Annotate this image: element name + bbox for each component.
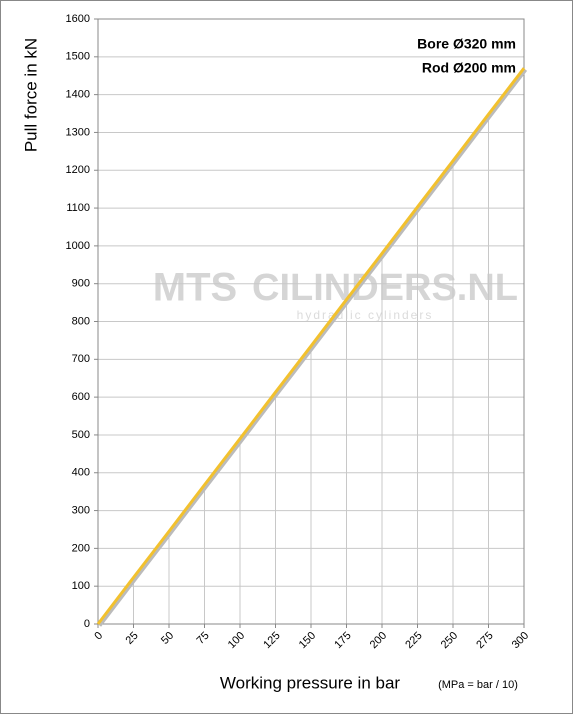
- watermark-tagline: hydraulic cylinders: [297, 308, 434, 322]
- y-tick-label: 0: [84, 618, 90, 630]
- y-tick-label: 700: [72, 353, 90, 365]
- line: [96, 67, 526, 625]
- y-tick-label: 1000: [66, 240, 90, 252]
- y-tick-label: 500: [72, 429, 90, 441]
- line-shadow: [97, 68, 528, 627]
- watermark-site: CILINDERS.NL: [252, 267, 518, 309]
- plot-area: [97, 18, 525, 625]
- y-tick-label: 1200: [66, 164, 90, 176]
- y-tick-label: 300: [72, 504, 90, 516]
- watermark: MTS CILINDERS.NL hydraulic cylinders: [153, 266, 518, 323]
- y-tick-label: 800: [72, 315, 90, 327]
- y-tick-label: 900: [72, 278, 90, 290]
- y-tick-label: 1100: [66, 202, 90, 214]
- y-tick-label: 200: [72, 542, 90, 554]
- x-axis-note: (MPa = bar / 10): [438, 679, 518, 691]
- y-tick-label: 1400: [66, 89, 90, 101]
- watermark-brand: MTS: [153, 266, 237, 310]
- x-axis-title: Working pressure in bar: [220, 673, 400, 692]
- y-tick-label: 1300: [66, 126, 90, 138]
- y-tick-label: 600: [72, 391, 90, 403]
- annotation: Bore Ø320 mm: [417, 36, 516, 52]
- annotation: Rod Ø200 mm: [422, 60, 516, 76]
- y-tick-label: 100: [72, 580, 90, 592]
- y-tick-label: 1600: [66, 13, 90, 25]
- y-tick-label: 400: [72, 467, 90, 479]
- y-tick-label: 1500: [66, 51, 90, 63]
- y-axis-title: Pull force in kN: [21, 38, 40, 152]
